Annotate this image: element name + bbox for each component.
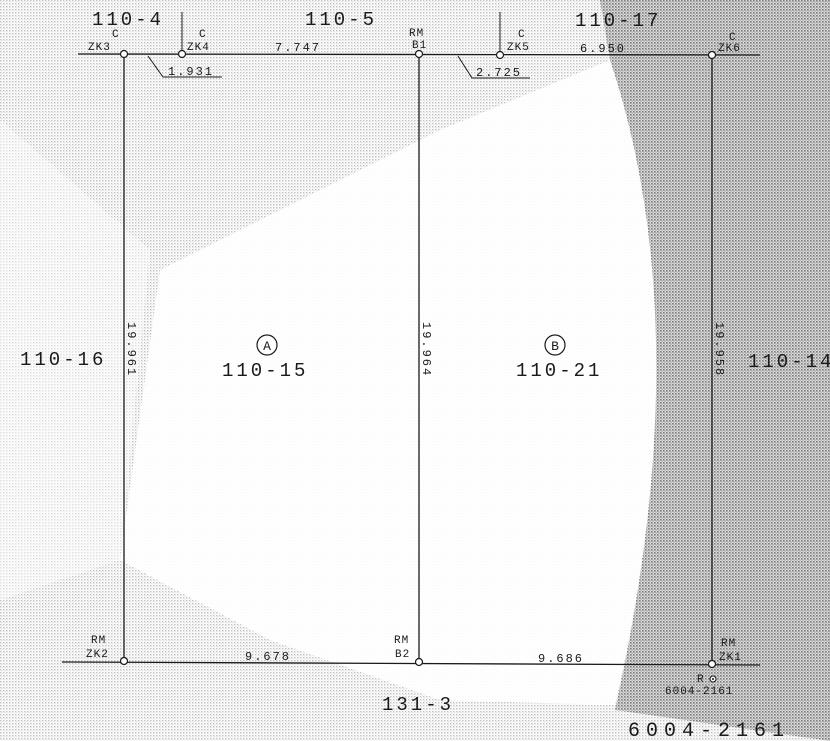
right-shading-band: [600, 0, 830, 741]
dim-offset-1931: 1.931: [168, 65, 214, 79]
left-light-area: [0, 120, 150, 600]
point-zk5-type: C: [518, 29, 526, 41]
bottom-boundary-line: [61, 661, 761, 666]
dim-right-side: 19.958: [712, 322, 726, 377]
point-b1-name: B1: [412, 40, 427, 52]
point-zk2-marker: [119, 656, 129, 666]
point-zk4-marker: [177, 49, 187, 59]
parcel-a-label: A: [263, 339, 271, 354]
offset-leader-1931: [147, 55, 222, 78]
parcel-b-label: B: [551, 339, 559, 354]
lot-label-110-17: 110-17: [575, 10, 661, 32]
point-b2-marker: [414, 657, 424, 667]
dim-offset-2725: 2.725: [476, 66, 522, 80]
point-zk5-marker: [495, 50, 505, 60]
point-b1-marker: [414, 49, 424, 59]
point-r-type: R: [697, 674, 705, 686]
point-zk5-name: ZK5: [507, 42, 530, 54]
parcel-a-circle: [256, 334, 278, 356]
lot-label-110-15: 110-15: [222, 360, 308, 382]
dim-top-zk5-zk6: 6.950: [580, 42, 626, 56]
point-zk3-name: ZK3: [88, 42, 111, 54]
point-r-dot: [712, 678, 714, 680]
dim-middle-side: 19.964: [419, 322, 433, 377]
dim-bottom-right: 9.686: [538, 652, 584, 666]
point-zk6-type: C: [729, 32, 737, 44]
lot-label-110-16: 110-16: [20, 349, 106, 371]
lot-label-131-3: 131-3: [382, 694, 454, 716]
point-b1-type: RM: [409, 28, 424, 40]
offset-leader-2725: [457, 55, 530, 79]
dim-left-side: 19.961: [124, 322, 138, 377]
dim-bottom-left: 9.678: [245, 650, 291, 664]
point-zk4-type: C: [199, 29, 207, 41]
lot-label-110-14: 110-14: [748, 351, 830, 373]
point-zk6-name: ZK6: [718, 43, 741, 55]
point-zk6-marker: [707, 50, 717, 60]
point-zk4-name: ZK4: [187, 42, 210, 54]
center-light-area: [120, 60, 657, 705]
point-zk1-marker: [707, 659, 717, 669]
point-zk3-type: C: [112, 29, 120, 41]
point-zk1-type: RM: [721, 638, 736, 650]
lot-label-110-21: 110-21: [516, 360, 602, 382]
parcel-b-circle: [544, 334, 566, 356]
point-b2-type: RM: [394, 635, 409, 647]
point-zk2-name: ZK2: [86, 649, 109, 661]
lot-label-110-4: 110-4: [92, 9, 164, 31]
lot-label-110-5: 110-5: [305, 9, 377, 31]
point-b2-name: B2: [395, 649, 410, 661]
point-zk3-marker: [119, 49, 129, 59]
dim-top-zk4-b1: 7.747: [275, 41, 321, 55]
point-r-name: 6004-2161: [665, 686, 733, 698]
point-zk1-name: ZK1: [719, 652, 742, 664]
point-zk2-type: RM: [91, 635, 106, 647]
footer-code: 6004-2161: [628, 720, 790, 741]
